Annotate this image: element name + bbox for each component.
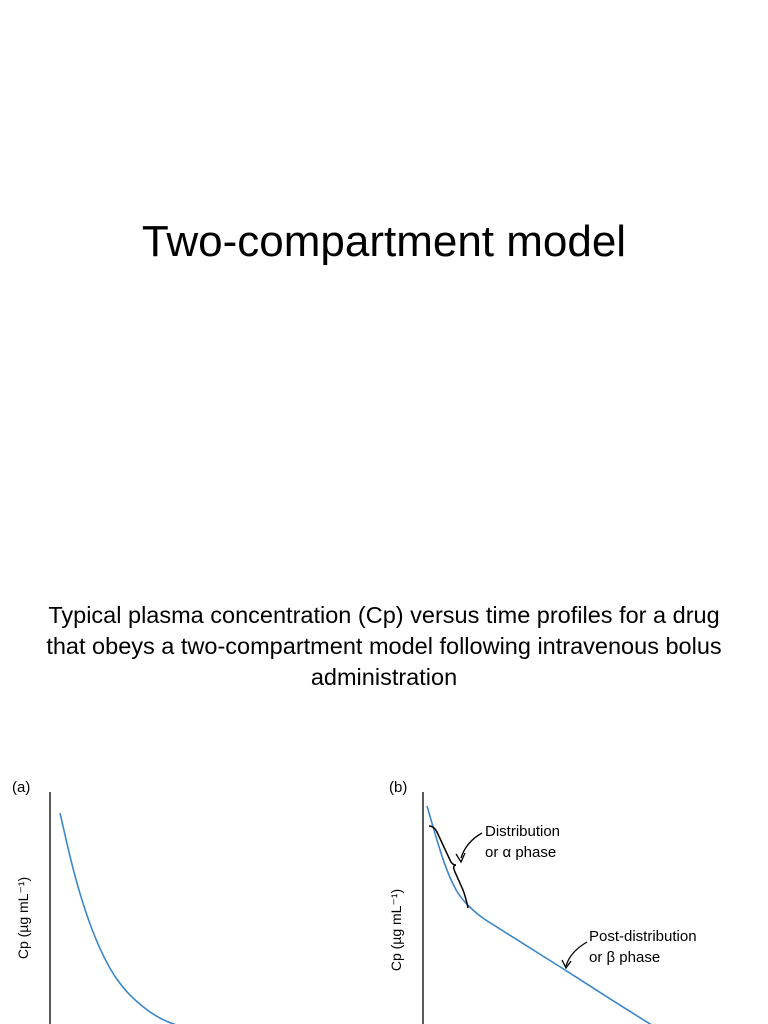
- panel-b-y-axis-label: Cp (µg mL⁻¹): [388, 889, 404, 971]
- panel-b-series-line: [426, 805, 652, 1024]
- concentration-time-figure: (a) Cp (µg mL⁻¹) (b) Cp (µg mL⁻¹) Distri…: [12, 779, 697, 1024]
- panel-a-y-axis-label: Cp (µg mL⁻¹): [15, 877, 31, 959]
- slide-caption: Typical plasma concentration (Cp) versus…: [46, 602, 722, 690]
- post-distribution-arrow: [565, 941, 588, 967]
- post-distribution-arrowhead: [561, 959, 572, 970]
- distribution-label-line1: Distribution: [485, 823, 560, 840]
- slide-title: Two-compartment model: [141, 217, 627, 266]
- distribution-arrow: [460, 832, 483, 859]
- distribution-arrowhead: [455, 852, 466, 864]
- panel-a: (a) Cp (µg mL⁻¹): [12, 779, 177, 1024]
- panel-a-label: (a): [12, 779, 30, 796]
- distribution-label-line2: or α phase: [485, 844, 556, 861]
- panel-a-series-line: [59, 812, 177, 1024]
- panel-b-label: (b): [389, 779, 407, 796]
- distribution-phase-brace: [428, 825, 469, 909]
- post-distribution-label-line2: or β phase: [589, 949, 660, 966]
- post-distribution-label-line1: Post-distribution: [589, 928, 697, 945]
- panel-b: (b) Cp (µg mL⁻¹) Distribution or α phase…: [388, 779, 697, 1024]
